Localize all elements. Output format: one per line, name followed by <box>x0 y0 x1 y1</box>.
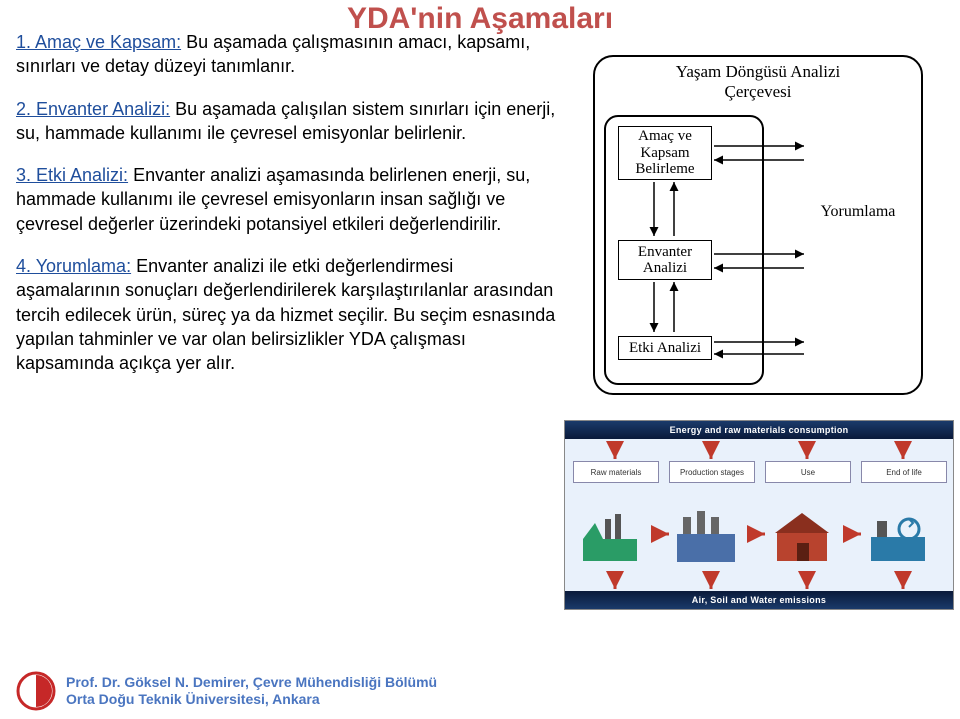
box-a-l3: Belirleme <box>635 161 694 177</box>
frame-title: Yaşam Döngüsü Analizi Çerçevesi <box>608 62 908 102</box>
box-envanter: Envanter Analizi <box>618 240 712 280</box>
frame-title-l1: Yaşam Döngüsü Analizi <box>676 62 841 81</box>
frame-title-l2: Çerçevesi <box>724 82 791 101</box>
lifecycle-image: Energy and raw materials consumption Raw… <box>564 420 954 610</box>
lifecycle-header: Energy and raw materials consumption <box>565 421 953 439</box>
yorumlama-label-box: Yorumlama <box>812 200 904 224</box>
footer: Prof. Dr. Göksel N. Demirer, Çevre Mühen… <box>16 671 437 711</box>
logo-icon <box>16 671 56 711</box>
box-c-label: Etki Analizi <box>629 340 701 357</box>
para-2: 2. Envanter Analizi: Bu aşamada çalışıla… <box>16 97 556 146</box>
footer-line1-strong: Prof. Dr. Göksel N. Demirer, <box>66 674 253 690</box>
lifecycle-footer: Air, Soil and Water emissions <box>565 591 953 609</box>
box-etki: Etki Analizi <box>618 336 712 360</box>
para-4: 4. Yorumlama: Envanter analizi ile etki … <box>16 254 556 375</box>
box-a-l1: Amaç ve <box>638 128 692 144</box>
text-column: 1. Amaç ve Kapsam: Bu aşamada çalışmasın… <box>16 30 556 394</box>
framework-diagram: Yaşam Döngüsü Analizi Çerçevesi Amaç ve … <box>578 40 938 410</box>
para-2-num: 2. Envanter Analizi: <box>16 99 170 119</box>
box-b-l2: Analizi <box>643 260 687 276</box>
footer-line2: Orta Doğu Teknik Üniversitesi, Ankara <box>66 691 437 709</box>
footer-line1-rest: Çevre Mühendisliği Bölümü <box>253 674 437 690</box>
yorumlama-label: Yorumlama <box>821 203 896 221</box>
para-3: 3. Etki Analizi: Envanter analizi aşamas… <box>16 163 556 236</box>
para-1: 1. Amaç ve Kapsam: Bu aşamada çalışmasın… <box>16 30 556 79</box>
lifecycle-arrows <box>565 439 953 593</box>
lifecycle-mid: Raw materials Production stages Use End … <box>565 439 953 591</box>
box-b-l1: Envanter <box>638 244 692 260</box>
para-4-num: 4. Yorumlama: <box>16 256 131 276</box>
box-amac: Amaç ve Kapsam Belirleme <box>618 126 712 180</box>
footer-text: Prof. Dr. Göksel N. Demirer, Çevre Mühen… <box>66 674 437 709</box>
para-1-num: 1. Amaç ve Kapsam: <box>16 32 181 52</box>
box-a-l2: Kapsam <box>640 145 689 161</box>
slide: YDA'nin Aşamaları 1. Amaç ve Kapsam: Bu … <box>0 0 960 719</box>
para-3-num: 3. Etki Analizi: <box>16 165 128 185</box>
